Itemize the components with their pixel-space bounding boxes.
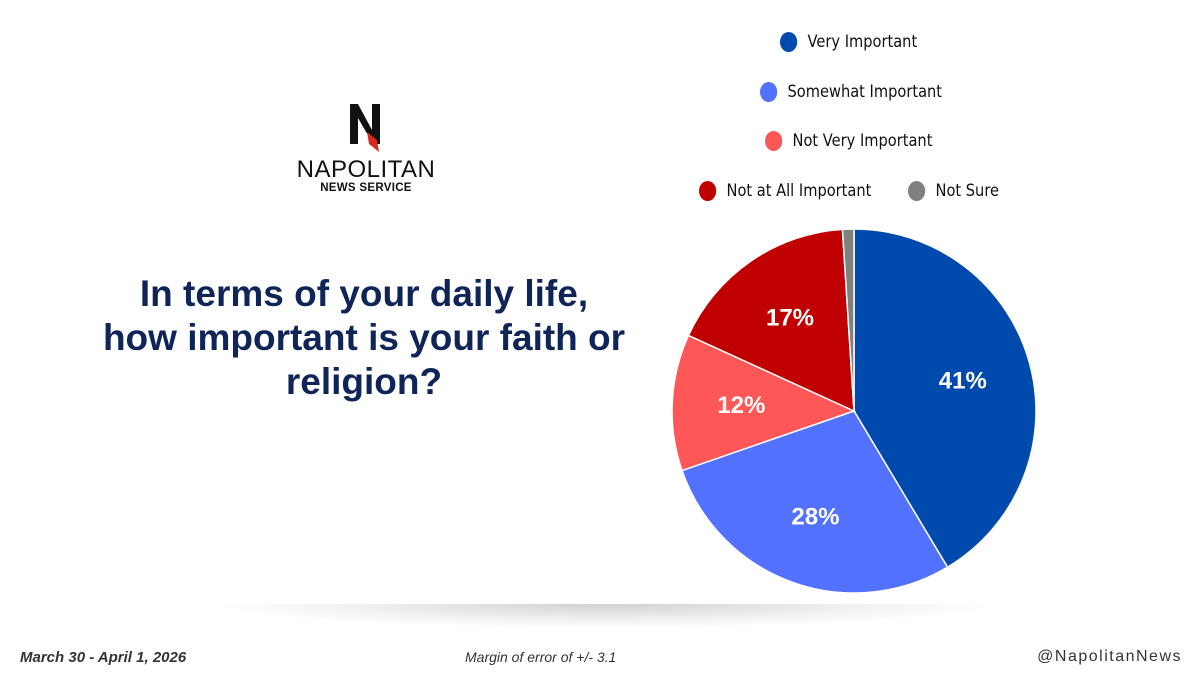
legend-label: Not Very Important	[792, 131, 933, 151]
legend-item-not-very-important: Not Very Important	[765, 131, 932, 151]
pie-slice-not-very-important	[671, 334, 857, 472]
legend-label: Somewhat Important	[787, 82, 943, 102]
pie-slice-somewhat-important	[681, 410, 949, 594]
footer-date: March 30 - April 1, 2026	[20, 649, 187, 666]
legend-swatch	[699, 181, 717, 201]
legend-swatch	[760, 82, 778, 102]
pie-data-label: 17%	[766, 305, 814, 332]
legend-swatch	[908, 181, 926, 201]
legend-label: Not Sure	[935, 181, 1000, 201]
legend-label: Not at All Important	[726, 181, 872, 201]
legend-swatch	[765, 131, 783, 151]
footer-margin-of-error: Margin of error of +/- 3.1	[465, 649, 617, 665]
chart-shadow	[220, 604, 990, 628]
legend-swatch	[780, 32, 798, 52]
pie-data-label: 12%	[717, 392, 765, 419]
legend-item-not-at-all-important: Not at All Important	[699, 181, 871, 201]
footer-handle: @NapolitanNews	[1037, 648, 1182, 665]
logo: NAPOLITAN NEWS SERVICE	[290, 100, 442, 200]
legend-item-very-important: Very Important	[780, 32, 917, 52]
logo-wordmark: NAPOLITAN	[296, 156, 436, 183]
legend-item-somewhat-important: Somewhat Important	[760, 82, 942, 102]
pie-data-label: 28%	[791, 504, 839, 531]
logo-subtitle: NEWS SERVICE	[320, 182, 412, 194]
question-title: In terms of your daily life, how importa…	[102, 273, 626, 402]
pie-data-label: 41%	[939, 367, 987, 394]
pie-slice-not-at-all-important	[687, 228, 855, 413]
legend-label: Very Important	[807, 32, 918, 52]
pie-slice-not-sure	[841, 228, 855, 412]
pie-slice-very-important	[853, 228, 1037, 569]
logo-mark-icon	[350, 104, 380, 152]
legend-item-not-sure: Not Sure	[908, 181, 999, 201]
